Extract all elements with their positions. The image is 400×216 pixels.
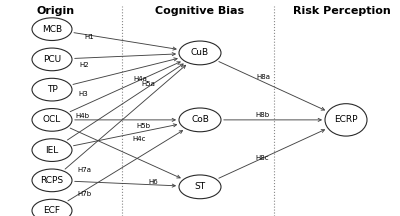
Ellipse shape bbox=[32, 78, 72, 101]
Text: Cognitive Bias: Cognitive Bias bbox=[156, 6, 244, 16]
Text: H8c: H8c bbox=[255, 155, 269, 161]
Text: H1: H1 bbox=[84, 34, 94, 40]
Text: PCU: PCU bbox=[43, 55, 61, 64]
Text: H4b: H4b bbox=[76, 113, 90, 119]
Text: H7b: H7b bbox=[78, 191, 92, 197]
Text: ECF: ECF bbox=[44, 206, 60, 215]
Text: H8a: H8a bbox=[256, 74, 270, 80]
Ellipse shape bbox=[179, 41, 221, 65]
Text: IEL: IEL bbox=[45, 146, 59, 155]
Text: RCPS: RCPS bbox=[40, 176, 64, 185]
Text: ECRP: ECRP bbox=[334, 115, 358, 124]
Ellipse shape bbox=[32, 108, 72, 131]
Text: MCB: MCB bbox=[42, 25, 62, 34]
Text: H6: H6 bbox=[148, 179, 158, 185]
Ellipse shape bbox=[179, 175, 221, 199]
Text: ST: ST bbox=[194, 182, 206, 191]
Ellipse shape bbox=[32, 18, 72, 41]
Ellipse shape bbox=[32, 139, 72, 162]
Text: H4c: H4c bbox=[132, 136, 146, 142]
Text: H4a: H4a bbox=[134, 76, 148, 82]
Text: OCL: OCL bbox=[43, 115, 61, 124]
Ellipse shape bbox=[179, 108, 221, 132]
Ellipse shape bbox=[325, 104, 367, 136]
Text: H7a: H7a bbox=[78, 167, 92, 173]
Text: Origin: Origin bbox=[37, 6, 75, 16]
Ellipse shape bbox=[32, 199, 72, 216]
Text: Risk Perception: Risk Perception bbox=[293, 6, 391, 16]
Ellipse shape bbox=[32, 48, 72, 71]
Text: CoB: CoB bbox=[191, 115, 209, 124]
Text: H3: H3 bbox=[78, 91, 88, 97]
Text: CuB: CuB bbox=[191, 48, 209, 57]
Text: H8b: H8b bbox=[255, 112, 269, 118]
Text: TP: TP bbox=[47, 85, 57, 94]
Text: H2: H2 bbox=[79, 62, 89, 68]
Ellipse shape bbox=[32, 169, 72, 192]
Text: H5b: H5b bbox=[136, 123, 150, 129]
Text: H5a: H5a bbox=[141, 81, 155, 87]
